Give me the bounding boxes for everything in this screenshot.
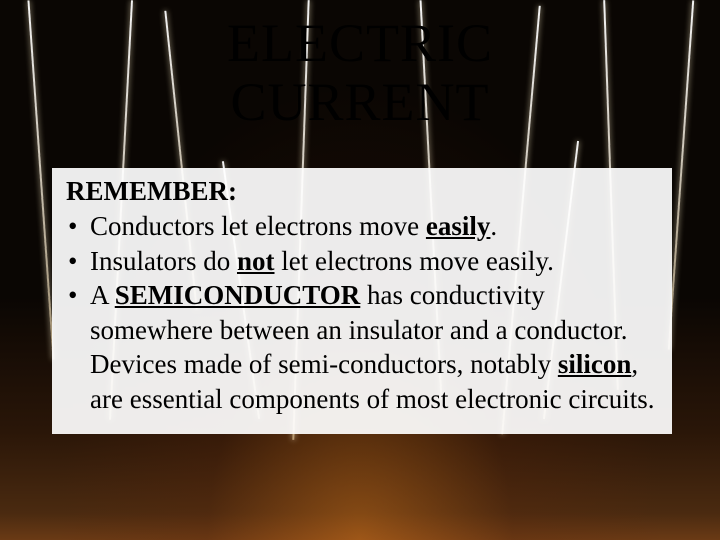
bullet-text: let electrons move easily. (275, 246, 554, 276)
remember-heading: REMEMBER: (66, 176, 658, 207)
bullet-text: Conductors let electrons move (90, 211, 426, 241)
bullet-text: Insulators do (90, 246, 237, 276)
content-box: REMEMBER: Conductors let electrons move … (52, 168, 672, 434)
list-item: Insulators do not let electrons move eas… (66, 244, 658, 279)
title-line1: ELECTRIC (227, 13, 493, 73)
emphasis-not: not (237, 246, 275, 276)
emphasis-semiconductor: SEMICONDUCTOR (115, 280, 361, 310)
emphasis-silicon: silicon (558, 349, 632, 379)
list-item: Conductors let electrons move easily. (66, 209, 658, 244)
bullet-text: A (90, 280, 115, 310)
title-line2: CURRENT (230, 72, 489, 132)
emphasis-easily: easily (426, 211, 491, 241)
bullet-text: . (490, 211, 497, 241)
bullet-list: Conductors let electrons move easily. In… (66, 209, 658, 416)
list-item: A SEMICONDUCTOR has conductivity somewhe… (66, 278, 658, 416)
slide-title: ELECTRIC CURRENT (0, 0, 720, 133)
